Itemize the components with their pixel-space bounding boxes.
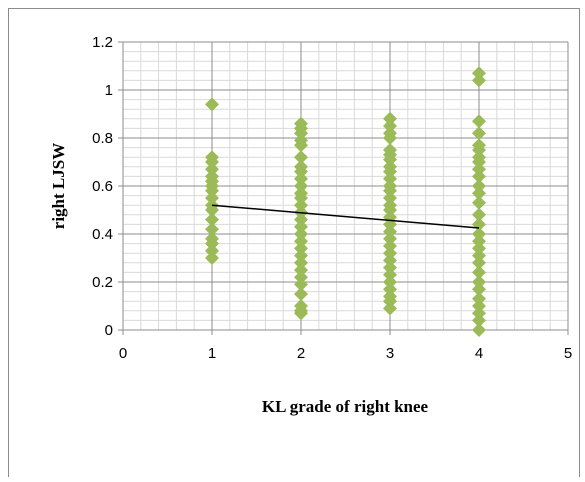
scatter-point [383,282,397,297]
scatter-point [383,246,397,261]
scatter-point [383,171,397,186]
scatter-point [294,241,308,256]
scatter-point [205,203,219,217]
scatter-point [383,164,397,179]
scatter-point [294,227,308,241]
scatter-point [383,191,397,205]
scatter-point [294,263,308,277]
scatter-point [383,111,397,126]
y-axis-label: right LJSW [49,143,68,229]
scatter-point [294,287,308,301]
scatter-point [383,203,397,217]
scatter-point [294,248,308,263]
scatter-point [472,207,486,222]
scatter-point [294,306,308,321]
scatter-point [294,270,308,285]
scatter-point [383,183,397,198]
scatter-point [294,255,308,270]
scatter-point [472,241,486,256]
scatter-point [472,255,486,270]
scatter-point [205,155,219,169]
scatter-point [472,155,486,169]
scatter-point [294,179,308,193]
scatter-point [472,114,486,129]
y-tick-label: 0 [105,322,113,339]
x-tick-label: 1 [208,345,216,362]
scatter-point [294,212,308,227]
y-tick-label: 0.4 [92,226,113,243]
scatter-point [383,253,397,268]
trendline [211,204,480,229]
scatter-point [205,222,219,237]
scatter-point [472,169,486,184]
scatter-point [205,243,219,258]
scatter-point [383,152,397,167]
scatter-point [294,234,308,249]
scatter-point [383,239,397,253]
scatter-point [294,171,308,186]
scatter-point [472,195,486,210]
x-tick-label: 5 [564,345,572,362]
scatter-point [472,227,486,241]
scatter-point [383,224,397,239]
y-tick-label: 0.6 [92,178,113,195]
scatter-point [205,212,219,227]
y-tick-label: 1 [105,82,113,99]
scatter-point [205,236,219,251]
scatter-point [294,126,308,141]
y-tick-label: 0.2 [92,274,113,291]
scatter-point [472,66,486,81]
scatter-point [205,191,219,205]
scatter-point [472,291,486,306]
scatter-point [294,164,308,179]
scatter-point [472,313,486,328]
scatter-point [205,251,219,265]
scatter-point [472,179,486,193]
scatter-point [472,323,486,337]
scatter-point [383,275,397,289]
scatter-point [472,234,486,249]
scatter-point [383,119,397,133]
x-tick-label: 3 [386,345,394,362]
scatter-point [205,97,219,112]
y-tick-label: 0.8 [92,130,113,147]
scatter-point [472,73,486,88]
scatter-point [294,150,308,165]
x-tick-label: 0 [119,345,127,362]
x-tick-label: 4 [475,345,483,362]
scatter-point [472,275,486,289]
scatter-point [472,143,486,157]
scatter-point [383,267,397,282]
scatter-point [472,126,486,141]
scatter-point [472,248,486,263]
scatter-point [294,277,308,292]
y-tick-label: 1.2 [92,34,113,51]
scatter-point [472,299,486,313]
scatter-point [383,301,397,316]
chart-frame [8,8,580,482]
scatter-point [472,162,486,177]
scatter-point [472,265,486,280]
scatter-point [294,198,308,213]
scatter-point [472,282,486,297]
scatter-point [205,162,219,177]
x-tick-label: 2 [297,345,305,362]
scatter-point [294,219,308,234]
scatter-point [472,306,486,321]
scatter-point [294,191,308,205]
scatter-point [383,231,397,246]
scatter-point [383,260,397,275]
scatter-point [472,186,486,201]
scatter-point [383,294,397,309]
scatter-point [383,131,397,145]
scatter-point [205,183,219,198]
x-axis-label: KL grade of right knee [262,397,429,416]
scatter-point [294,138,308,153]
